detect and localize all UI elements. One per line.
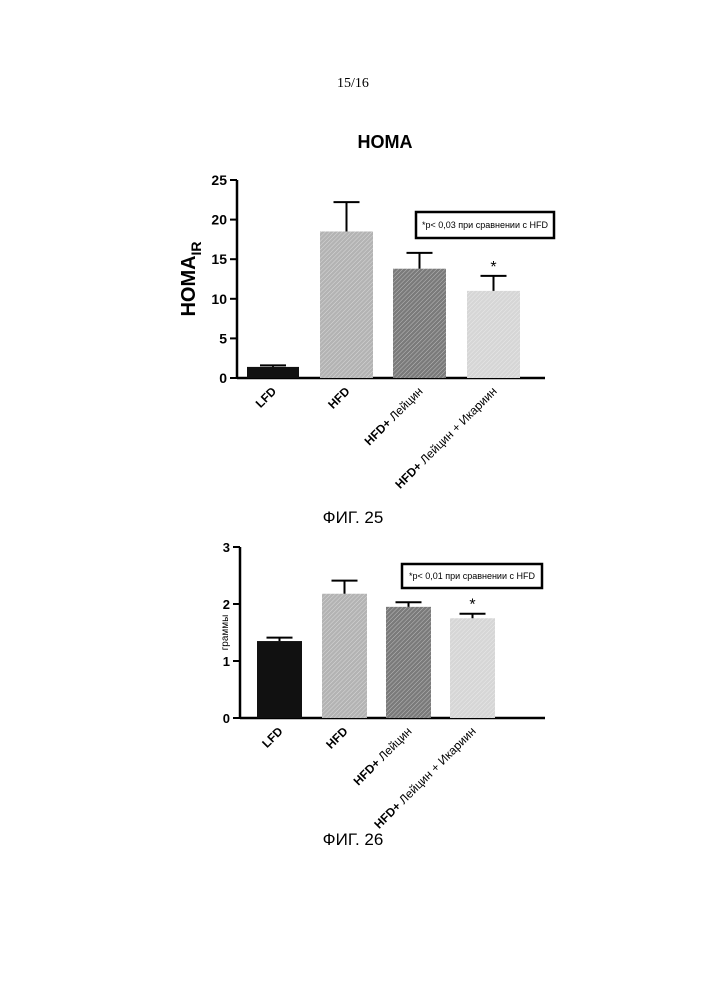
- y-tick-label: 3: [223, 540, 230, 555]
- legend-note: *p< 0,01 при сравнении с HFD: [409, 571, 535, 581]
- y-tick-label: 0: [223, 711, 230, 726]
- y-tick-label: 10: [211, 291, 227, 307]
- figure-caption-26: ФИГ. 26: [0, 830, 706, 850]
- y-tick-label: 1: [223, 654, 230, 669]
- y-axis-label: граммы: [220, 615, 231, 651]
- bar: [247, 367, 299, 378]
- significance-marker: *: [490, 259, 496, 276]
- bar: [322, 594, 367, 718]
- x-tick-label: LFD: [259, 724, 286, 751]
- y-tick-label: 2: [223, 597, 230, 612]
- x-tick-label: HFD: [325, 384, 353, 412]
- y-axis-label: HOMAIR: [178, 241, 204, 316]
- y-axis-label-subscript: IR: [188, 241, 204, 255]
- x-tick-label: HFD+ Лейцин: [362, 384, 426, 448]
- bar: [467, 291, 520, 378]
- x-tick-label: HFD+ Лейцин: [351, 724, 415, 788]
- bar: [386, 607, 431, 718]
- y-tick-label: 20: [211, 212, 227, 228]
- bar: [257, 641, 302, 718]
- y-tick-label: 25: [211, 172, 227, 188]
- x-tick-label: LFD: [253, 384, 280, 411]
- legend-note: *p< 0,03 при сравнении с HFD: [422, 220, 548, 230]
- weight-bar-chart: граммы0123LFDHFDHFD+ Лейцин*HFD+ Лейцин …: [0, 530, 706, 830]
- significance-marker: *: [469, 597, 475, 614]
- bar: [450, 618, 495, 718]
- chart-title: HOMA: [358, 132, 413, 152]
- bar: [320, 231, 373, 378]
- figure-caption-25: ФИГ. 25: [0, 508, 706, 528]
- page-number: 15/16: [0, 76, 706, 92]
- x-tick-label: HFD: [323, 724, 351, 752]
- bar: [393, 269, 446, 378]
- y-tick-label: 0: [219, 370, 227, 386]
- homa-bar-chart: HOMAHOMAIR0510152025LFDHFDHFD+ Лейцин*HF…: [0, 120, 706, 500]
- y-tick-label: 5: [219, 330, 227, 346]
- y-tick-label: 15: [211, 251, 227, 267]
